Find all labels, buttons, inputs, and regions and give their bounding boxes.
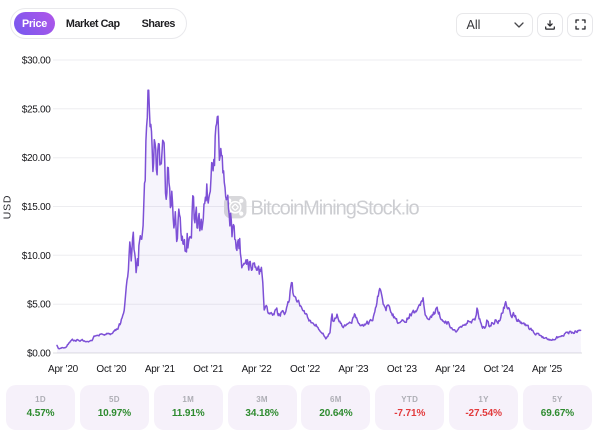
svg-text:Oct ’22: Oct ’22	[290, 364, 321, 375]
svg-text:Oct ’21: Oct ’21	[193, 364, 224, 375]
svg-text:$5.00: $5.00	[27, 300, 51, 311]
svg-text:Apr ’25: Apr ’25	[532, 364, 563, 375]
svg-text:$20.00: $20.00	[22, 153, 52, 164]
svg-text:Oct ’24: Oct ’24	[484, 364, 515, 375]
svg-text:Apr ’22: Apr ’22	[242, 364, 273, 375]
svg-text:$30.00: $30.00	[22, 56, 52, 67]
svg-text:Oct ’20: Oct ’20	[96, 364, 127, 375]
svg-text:$0.00: $0.00	[27, 349, 51, 360]
svg-text:Apr ’20: Apr ’20	[48, 364, 79, 375]
svg-text:BitcoinMiningStock.io: BitcoinMiningStock.io	[251, 198, 420, 220]
svg-text:USD: USD	[2, 195, 14, 220]
svg-text:Apr ’23: Apr ’23	[338, 364, 369, 375]
svg-text:Apr ’21: Apr ’21	[145, 364, 176, 375]
svg-text:$15.00: $15.00	[22, 202, 52, 213]
svg-text:Apr ’24: Apr ’24	[435, 364, 466, 375]
svg-text:$25.00: $25.00	[22, 104, 52, 115]
svg-text:Oct ’23: Oct ’23	[387, 364, 418, 375]
svg-text:$10.00: $10.00	[22, 251, 52, 262]
